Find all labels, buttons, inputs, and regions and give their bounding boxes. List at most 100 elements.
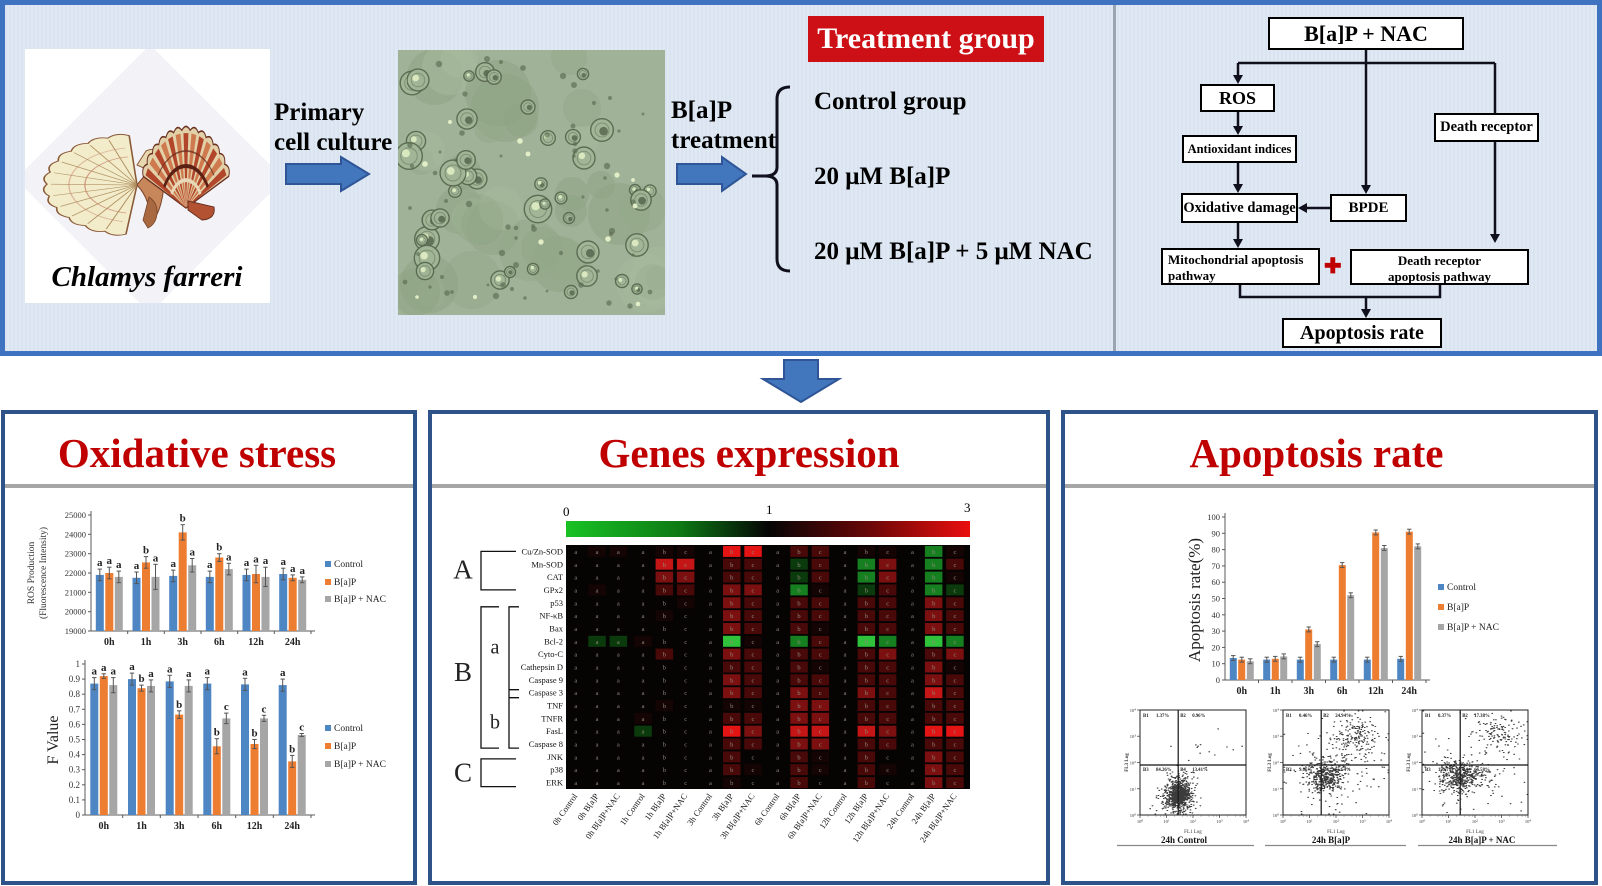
- svg-text:24.94%: 24.94%: [1335, 714, 1351, 719]
- svg-text:b: b: [932, 600, 935, 607]
- svg-text:c: c: [819, 652, 822, 659]
- svg-text:B[a]P + NAC: B[a]P + NAC: [1447, 623, 1499, 633]
- svg-text:b: b: [797, 652, 800, 659]
- svg-text:c: c: [886, 562, 889, 569]
- svg-text:a: a: [709, 600, 712, 607]
- svg-text:a: a: [844, 575, 847, 582]
- svg-text:b: b: [730, 562, 733, 569]
- svg-text:c: c: [954, 626, 957, 633]
- svg-text:Mn-SOD: Mn-SOD: [531, 559, 563, 569]
- svg-text:FL3 Log: FL3 Log: [1407, 753, 1412, 772]
- svg-text:b: b: [730, 587, 733, 594]
- svg-text:FasL: FasL: [546, 726, 563, 736]
- svg-text:c: c: [954, 613, 957, 620]
- svg-text:c: c: [752, 754, 755, 761]
- svg-text:b: b: [932, 562, 935, 569]
- svg-text:NF-κB: NF-κB: [539, 611, 563, 621]
- svg-text:c: c: [684, 652, 687, 659]
- svg-text:a: a: [776, 703, 779, 710]
- svg-text:c: c: [886, 665, 889, 672]
- svg-text:b: b: [251, 728, 257, 740]
- svg-text:b: b: [797, 562, 800, 569]
- svg-text:0.7: 0.7: [69, 704, 81, 714]
- svg-text:50: 50: [1212, 594, 1221, 604]
- svg-text:b: b: [865, 639, 868, 646]
- svg-text:c: c: [954, 600, 957, 607]
- svg-text:b: b: [797, 626, 800, 633]
- svg-text:103: 103: [1412, 734, 1419, 740]
- svg-text:c: c: [819, 754, 822, 761]
- svg-text:c: c: [819, 575, 822, 582]
- svg-text:c: c: [752, 690, 755, 697]
- svg-text:a: a: [280, 667, 286, 679]
- svg-text:b: b: [663, 780, 666, 787]
- svg-text:30: 30: [1212, 626, 1221, 636]
- svg-text:a: a: [911, 742, 914, 749]
- svg-text:c: c: [752, 575, 755, 582]
- svg-text:a: a: [709, 562, 712, 569]
- svg-text:GPx2: GPx2: [544, 585, 563, 595]
- svg-text:104: 104: [1130, 708, 1137, 714]
- svg-text:b: b: [865, 665, 868, 672]
- svg-text:a: a: [642, 613, 645, 620]
- svg-text:c: c: [684, 754, 687, 761]
- svg-text:c: c: [819, 665, 822, 672]
- svg-text:a: a: [911, 767, 914, 774]
- svg-text:a: a: [709, 754, 712, 761]
- svg-text:c: c: [684, 767, 687, 774]
- svg-text:6h Control: 6h Control: [752, 791, 782, 827]
- svg-text:a: a: [776, 767, 779, 774]
- svg-text:b: b: [932, 549, 935, 556]
- svg-text:a: a: [709, 729, 712, 736]
- svg-text:a: a: [709, 677, 712, 684]
- svg-text:c: c: [819, 716, 822, 723]
- svg-text:a: a: [167, 663, 173, 675]
- svg-text:B1: B1: [1143, 714, 1149, 719]
- svg-text:b: b: [932, 690, 935, 697]
- svg-text:100: 100: [1207, 512, 1220, 522]
- svg-text:Cyto-C: Cyto-C: [538, 649, 563, 659]
- svg-text:b: b: [932, 729, 935, 736]
- svg-text:20: 20: [1212, 642, 1221, 652]
- svg-text:24h: 24h: [285, 637, 301, 648]
- svg-text:c: c: [684, 780, 687, 787]
- svg-text:a: a: [709, 716, 712, 723]
- svg-text:a: a: [596, 716, 599, 723]
- svg-text:104: 104: [1273, 708, 1280, 714]
- svg-text:a: a: [189, 547, 195, 559]
- svg-text:a: a: [92, 666, 98, 678]
- svg-text:c: c: [819, 600, 822, 607]
- svg-text:a: a: [642, 575, 645, 582]
- svg-text:a: a: [709, 690, 712, 697]
- svg-text:0: 0: [76, 810, 81, 820]
- svg-text:b: b: [865, 549, 868, 556]
- svg-text:15.67%: 15.67%: [1438, 768, 1454, 773]
- svg-text:Caspase 8: Caspase 8: [529, 739, 563, 749]
- svg-text:c: c: [954, 665, 957, 672]
- svg-text:c: c: [886, 575, 889, 582]
- svg-text:17.38%: 17.38%: [1474, 714, 1490, 719]
- svg-text:b: b: [663, 613, 666, 620]
- svg-text:a: a: [299, 565, 305, 577]
- svg-text:a: a: [776, 742, 779, 749]
- svg-text:c: c: [886, 703, 889, 710]
- svg-text:c: c: [954, 587, 957, 594]
- svg-text:24h: 24h: [284, 821, 300, 832]
- svg-text:a: a: [574, 780, 577, 787]
- svg-text:b: b: [663, 742, 666, 749]
- svg-text:b: b: [932, 575, 935, 582]
- svg-text:a: a: [596, 780, 599, 787]
- svg-text:a: a: [911, 600, 914, 607]
- svg-text:B1: B1: [1286, 714, 1292, 719]
- svg-text:a: a: [244, 557, 250, 569]
- svg-text:b: b: [143, 545, 149, 557]
- svg-text:a: a: [617, 562, 620, 569]
- svg-text:c: c: [684, 587, 687, 594]
- svg-text:a: a: [617, 677, 620, 684]
- svg-text:a: a: [596, 562, 599, 569]
- svg-text:b: b: [730, 767, 733, 774]
- svg-text:B3: B3: [1143, 768, 1149, 773]
- svg-text:c: c: [752, 587, 755, 594]
- svg-text:B4: B4: [1462, 768, 1468, 773]
- svg-text:b: b: [797, 587, 800, 594]
